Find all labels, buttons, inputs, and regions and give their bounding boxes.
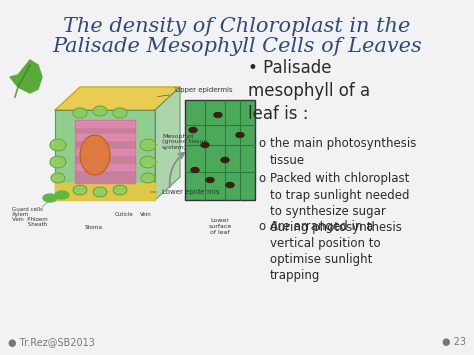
Polygon shape bbox=[76, 134, 134, 140]
Ellipse shape bbox=[201, 142, 209, 147]
Text: ● 23: ● 23 bbox=[442, 337, 466, 347]
Ellipse shape bbox=[236, 132, 244, 137]
Polygon shape bbox=[113, 185, 127, 195]
Polygon shape bbox=[80, 135, 110, 175]
Polygon shape bbox=[140, 156, 156, 168]
Ellipse shape bbox=[226, 182, 234, 187]
Text: Vein: Vein bbox=[140, 212, 152, 217]
Polygon shape bbox=[140, 139, 156, 151]
Ellipse shape bbox=[191, 168, 199, 173]
Text: Lower
surface
of leaf: Lower surface of leaf bbox=[209, 218, 232, 235]
Ellipse shape bbox=[206, 178, 214, 182]
Polygon shape bbox=[93, 106, 107, 116]
Polygon shape bbox=[73, 108, 87, 118]
Text: Are arranged in a
vertical position to
optimise sunlight
trapping: Are arranged in a vertical position to o… bbox=[270, 220, 381, 283]
Polygon shape bbox=[73, 185, 87, 195]
Polygon shape bbox=[76, 121, 134, 127]
Text: Vein  Phloem: Vein Phloem bbox=[12, 217, 48, 222]
Text: o: o bbox=[258, 137, 265, 150]
Ellipse shape bbox=[189, 127, 197, 132]
Text: • Palisade
mesophyll of a
leaf is :: • Palisade mesophyll of a leaf is : bbox=[248, 59, 370, 123]
FancyBboxPatch shape bbox=[185, 100, 255, 200]
Text: the main photosynthesis
tissue: the main photosynthesis tissue bbox=[270, 137, 416, 166]
Polygon shape bbox=[55, 183, 155, 200]
Polygon shape bbox=[75, 120, 135, 183]
Text: o: o bbox=[258, 172, 265, 185]
Text: Cuticle: Cuticle bbox=[115, 212, 134, 217]
Polygon shape bbox=[43, 194, 57, 202]
Polygon shape bbox=[113, 108, 127, 118]
Polygon shape bbox=[141, 173, 155, 183]
Text: Palisade Mesophyll Cells of Leaves: Palisade Mesophyll Cells of Leaves bbox=[52, 37, 422, 56]
Text: Lower epidermis: Lower epidermis bbox=[151, 189, 219, 195]
Text: Packed with chloroplast
to trap sunlight needed
to synthesize sugar
during photo: Packed with chloroplast to trap sunlight… bbox=[270, 172, 410, 235]
Text: Sheath: Sheath bbox=[12, 222, 47, 227]
Polygon shape bbox=[76, 149, 134, 155]
Ellipse shape bbox=[214, 113, 222, 118]
Text: Upper epidermis: Upper epidermis bbox=[158, 87, 233, 97]
Polygon shape bbox=[55, 110, 155, 200]
Text: Xylem: Xylem bbox=[12, 212, 29, 217]
Polygon shape bbox=[76, 164, 134, 170]
Text: Guard cells: Guard cells bbox=[12, 207, 43, 212]
Polygon shape bbox=[10, 60, 42, 93]
Polygon shape bbox=[51, 173, 65, 183]
Text: Mesophyll
(ground tissue
system): Mesophyll (ground tissue system) bbox=[151, 134, 207, 150]
Polygon shape bbox=[50, 139, 66, 151]
Polygon shape bbox=[55, 87, 180, 110]
Text: o: o bbox=[258, 220, 265, 233]
Polygon shape bbox=[55, 191, 69, 199]
Text: ● Tr.Rez@SB2013: ● Tr.Rez@SB2013 bbox=[8, 337, 95, 347]
Polygon shape bbox=[93, 187, 107, 197]
Text: The density of Chloroplast in the: The density of Chloroplast in the bbox=[64, 17, 410, 36]
Text: Stoma: Stoma bbox=[85, 225, 103, 230]
Polygon shape bbox=[50, 156, 66, 168]
Polygon shape bbox=[155, 87, 180, 200]
Ellipse shape bbox=[221, 158, 229, 163]
